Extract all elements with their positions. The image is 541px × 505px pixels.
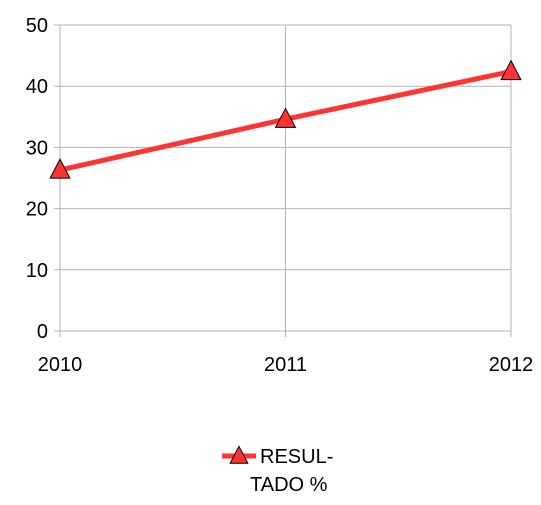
y-tick-label: 0 — [37, 321, 48, 343]
axis-layer: 0 10 20 30 40 50 2010 2011 2012 — [26, 15, 534, 376]
x-tick-label: 2011 — [264, 354, 307, 376]
y-tick-label: 10 — [26, 260, 48, 282]
y-tick-label: 40 — [26, 76, 48, 98]
y-tick-label: 30 — [26, 137, 48, 159]
series-layer — [49, 59, 522, 179]
grid-layer — [60, 24, 512, 331]
y-tick-label: 50 — [26, 15, 48, 37]
data-point-2012 — [500, 59, 522, 81]
legend: RESUL- TADO % — [222, 445, 333, 496]
legend-label-line: TADO % — [250, 474, 328, 496]
x-tick-label: 2010 — [38, 354, 83, 376]
y-tick-label: 20 — [26, 199, 48, 221]
legend-label-line: RESUL- — [260, 446, 333, 468]
data-point-2011 — [274, 107, 297, 128]
data-point-2010 — [49, 158, 71, 179]
legend-marker-swatch — [229, 445, 249, 464]
x-tick-label: 2012 — [489, 354, 534, 376]
